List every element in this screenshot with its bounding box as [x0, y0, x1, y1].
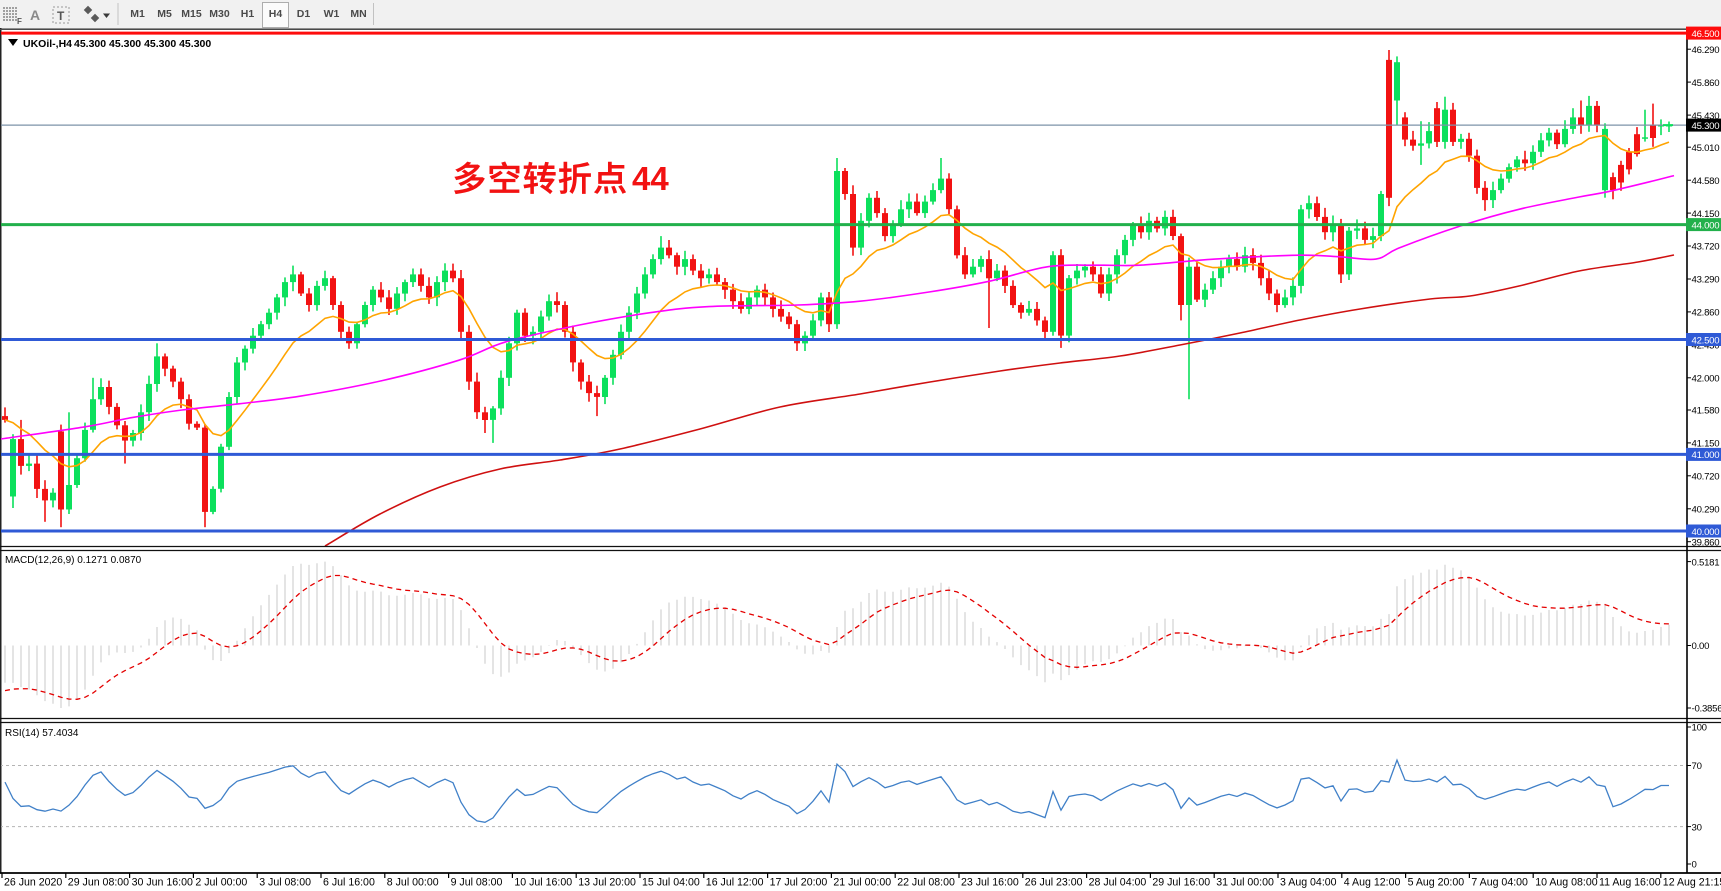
svg-text:40.290: 40.290 — [1692, 505, 1720, 516]
svg-text:30: 30 — [1692, 822, 1702, 833]
svg-text:45.010: 45.010 — [1692, 143, 1720, 154]
svg-text:30 Jun 16:00: 30 Jun 16:00 — [132, 877, 193, 889]
svg-text:41.580: 41.580 — [1692, 406, 1720, 417]
svg-text:42.000: 42.000 — [1692, 374, 1720, 385]
svg-text:45.300: 45.300 — [1692, 121, 1720, 132]
svg-text:100: 100 — [1692, 723, 1707, 734]
svg-text:22 Jul 08:00: 22 Jul 08:00 — [897, 877, 955, 889]
svg-text:42.430: 42.430 — [1692, 341, 1720, 352]
svg-text:39.860: 39.860 — [1692, 537, 1720, 548]
svg-text:13 Jul 20:00: 13 Jul 20:00 — [578, 877, 636, 889]
svg-text:3 Jul 08:00: 3 Jul 08:00 — [259, 877, 311, 889]
svg-text:41.000: 41.000 — [1692, 450, 1720, 461]
svg-text:F: F — [17, 17, 22, 26]
svg-text:40.000: 40.000 — [1692, 527, 1720, 538]
svg-text:45.300 45.300 45.300 45.300: 45.300 45.300 45.300 45.300 — [74, 38, 211, 50]
svg-text:31 Jul 00:00: 31 Jul 00:00 — [1216, 877, 1274, 889]
svg-text:10 Jul 16:00: 10 Jul 16:00 — [514, 877, 572, 889]
svg-text:0.00: 0.00 — [1692, 641, 1710, 652]
svg-text:15 Jul 04:00: 15 Jul 04:00 — [642, 877, 700, 889]
svg-text:10 Aug 08:00: 10 Aug 08:00 — [1535, 877, 1598, 889]
svg-text:17 Jul 20:00: 17 Jul 20:00 — [770, 877, 828, 889]
svg-text:12 Aug 21:15: 12 Aug 21:15 — [1663, 877, 1721, 889]
svg-text:0.5181: 0.5181 — [1692, 557, 1720, 568]
svg-text:UKOil-,H4: UKOil-,H4 — [23, 38, 72, 50]
svg-text:45.860: 45.860 — [1692, 78, 1720, 89]
svg-text:-0.3856: -0.3856 — [1692, 704, 1721, 715]
svg-text:RSI(14) 57.4034: RSI(14) 57.4034 — [5, 728, 79, 739]
svg-text:46.500: 46.500 — [1692, 29, 1720, 40]
svg-text:5 Aug 20:00: 5 Aug 20:00 — [1408, 877, 1465, 889]
svg-text:29 Jun 08:00: 29 Jun 08:00 — [68, 877, 129, 889]
svg-text:11 Aug 16:00: 11 Aug 16:00 — [1599, 877, 1661, 889]
svg-text:7 Aug 04:00: 7 Aug 04:00 — [1471, 877, 1528, 889]
svg-text:8 Jul 00:00: 8 Jul 00:00 — [387, 877, 439, 889]
svg-text:44.000: 44.000 — [1692, 220, 1720, 231]
svg-text:42.860: 42.860 — [1692, 308, 1720, 319]
svg-text:41.150: 41.150 — [1692, 439, 1720, 450]
svg-text:44: 44 — [632, 160, 669, 197]
svg-text:MACD(12,26,9) 0.1271 0.0870: MACD(12,26,9) 0.1271 0.0870 — [5, 555, 142, 566]
svg-text:40.720: 40.720 — [1692, 472, 1720, 483]
svg-text:0: 0 — [1692, 860, 1697, 871]
svg-text:21 Jul 00:00: 21 Jul 00:00 — [833, 877, 891, 889]
svg-text:46.290: 46.290 — [1692, 45, 1720, 56]
svg-text:44.580: 44.580 — [1692, 176, 1720, 187]
svg-text:4 Aug 12:00: 4 Aug 12:00 — [1344, 877, 1401, 889]
svg-text:23 Jul 16:00: 23 Jul 16:00 — [961, 877, 1019, 889]
svg-text:A: A — [30, 7, 40, 23]
svg-text:45.430: 45.430 — [1692, 111, 1720, 122]
svg-text:3 Aug 04:00: 3 Aug 04:00 — [1280, 877, 1337, 889]
svg-text:42.500: 42.500 — [1692, 335, 1720, 346]
svg-text:16 Jul 12:00: 16 Jul 12:00 — [706, 877, 764, 889]
svg-text:44.150: 44.150 — [1692, 209, 1720, 220]
svg-text:43.290: 43.290 — [1692, 275, 1720, 286]
svg-text:T: T — [57, 9, 65, 23]
svg-text:9 Jul 08:00: 9 Jul 08:00 — [451, 877, 503, 889]
svg-text:43.720: 43.720 — [1692, 242, 1720, 253]
svg-text:2 Jul 00:00: 2 Jul 00:00 — [195, 877, 247, 889]
svg-text:6 Jul 16:00: 6 Jul 16:00 — [323, 877, 375, 889]
svg-text:29 Jul 16:00: 29 Jul 16:00 — [1152, 877, 1210, 889]
svg-text:70: 70 — [1692, 761, 1702, 772]
svg-text:26 Jun 2020: 26 Jun 2020 — [4, 877, 62, 889]
svg-text:28 Jul 04:00: 28 Jul 04:00 — [1089, 877, 1147, 889]
svg-text:26 Jul 23:00: 26 Jul 23:00 — [1025, 877, 1083, 889]
